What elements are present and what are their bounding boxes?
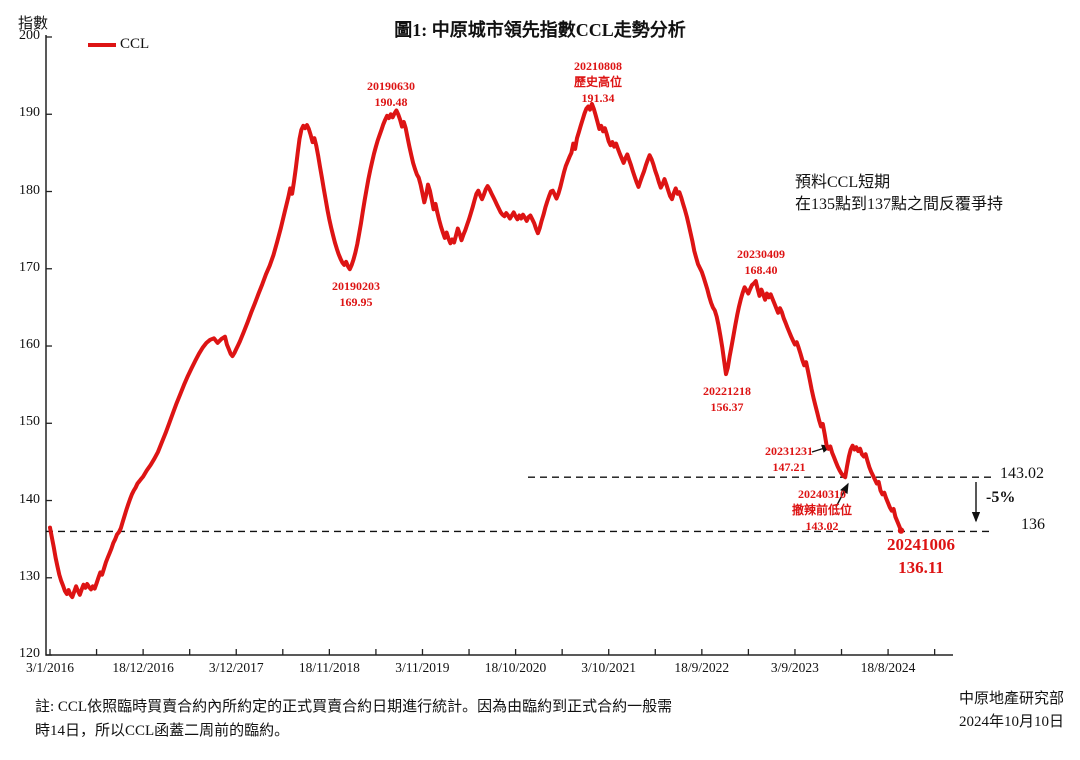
source-attribution: 中原地產研究部 2024年10月10日: [959, 688, 1064, 735]
y-axis-title: 指數: [18, 16, 49, 32]
y-tick-label: 180: [19, 182, 40, 198]
x-tick-label: 18/11/2018: [298, 660, 360, 675]
x-tick-label: 18/9/2022: [674, 660, 730, 675]
legend-label: CCL: [120, 36, 150, 52]
peak-20190630: 20190630 190.48: [367, 79, 415, 110]
forecast-note: 預料CCL短期 在135點到137點之間反覆爭持: [795, 174, 1004, 213]
y-tick-label: 140: [19, 491, 40, 507]
source-date: 2024年10月10日: [958, 714, 1064, 731]
ccl-series-endpoint: [897, 527, 905, 534]
y-tick-label: 130: [19, 568, 40, 584]
x-tick-label: 18/10/2020: [484, 660, 547, 675]
x-tick-label: 3/11/2019: [395, 660, 450, 675]
peak-20230409: 20230409 168.40: [737, 247, 785, 278]
source-org: 中原地產研究部: [958, 691, 1064, 707]
y-tick-label: 120: [19, 646, 40, 662]
x-tick-label: 3/9/2023: [770, 660, 819, 675]
y-tick-label: 170: [19, 259, 40, 275]
x-tick-label: 18/12/2016: [112, 660, 174, 675]
y-tick-label: 200: [19, 28, 40, 43]
chart-footnote: 註: CCL依照臨時買賣合約內所約定的正式買賣合約日期進行統計。因為由臨約到正式…: [35, 695, 747, 743]
high-20210808: 20210808 歷史高位 191.34: [573, 59, 623, 106]
x-tick-label: 3/12/2017: [208, 660, 264, 675]
low-20221218: 20221218 156.37: [703, 384, 751, 415]
footnote-line: 時14日，所以CCL函蓋二周前的臨約。: [35, 723, 290, 739]
legend-line-swatch: [88, 42, 116, 47]
y-tick-label: 160: [19, 337, 40, 353]
x-tick-label: 3/10/2021: [581, 660, 637, 675]
x-tick-label: 18/8/2024: [860, 660, 916, 675]
y-tick-label: 150: [19, 414, 40, 430]
low-20190203: 20190203 169.95: [332, 279, 380, 310]
x-tick-label: 3/1/2016: [25, 660, 75, 675]
last-20241006: 20241006 136.11: [887, 535, 955, 577]
dec-20231231: 20231231 147.21: [765, 444, 813, 475]
reference-line-label-136: 136: [1021, 516, 1045, 533]
y-tick-label: 190: [19, 105, 40, 121]
drop-percent-label: -5%: [986, 489, 1016, 506]
low-20240310: 20240310 撤辣前低位 143.02: [791, 487, 853, 534]
ccl-line-series: [48, 101, 903, 600]
reference-line-label-143.02: 143.02: [1000, 465, 1044, 482]
legend: CCL: [88, 36, 149, 53]
arrow-20240310: [835, 482, 849, 508]
footnote-line: 註: CCL依照臨時買賣合約內所約定的正式買賣合約日期進行統計。因為由臨約到正式…: [35, 699, 673, 715]
chart-title: 圖1: 中原城市領先指數CCL走勢分析: [394, 20, 686, 40]
